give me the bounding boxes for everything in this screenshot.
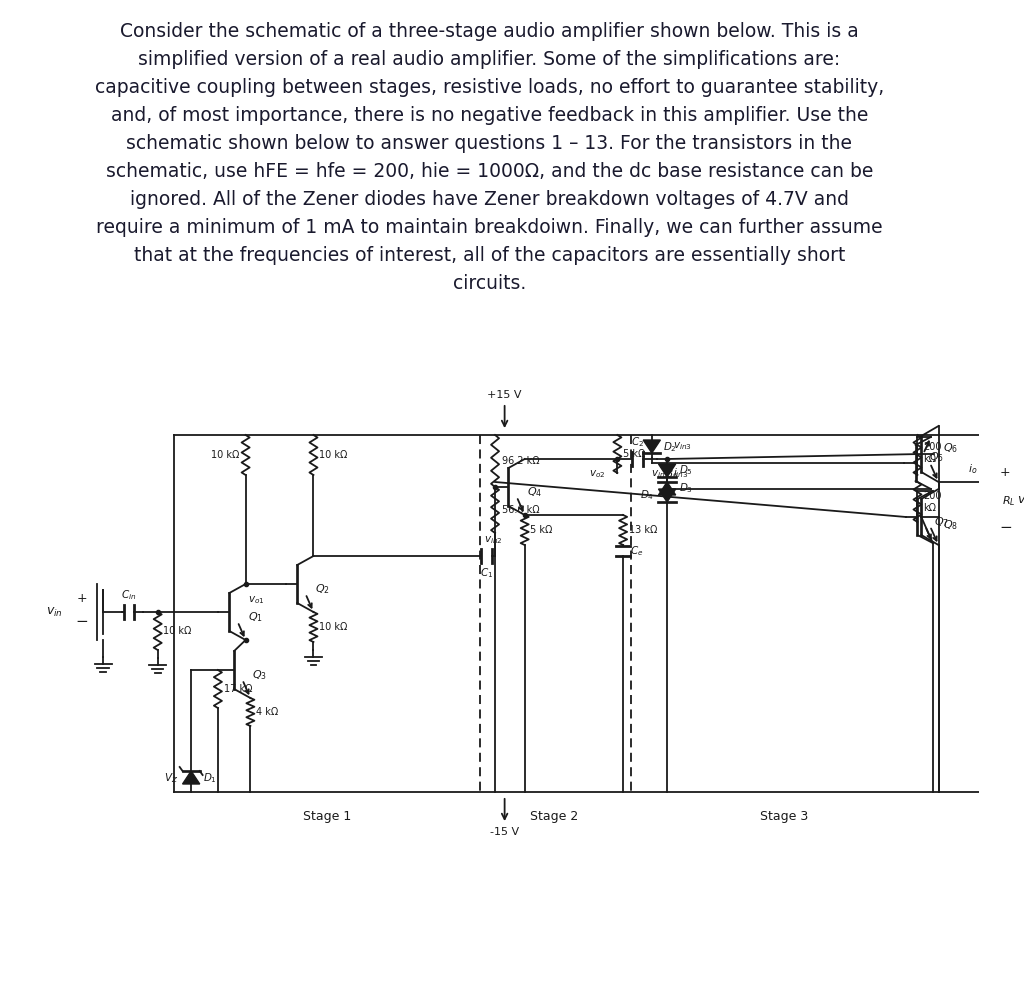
Polygon shape	[658, 489, 676, 502]
Text: $B_6$: $B_6$	[666, 467, 679, 481]
Text: 13 kΩ: 13 kΩ	[629, 525, 657, 535]
Polygon shape	[658, 464, 676, 477]
Text: 10 kΩ: 10 kΩ	[319, 622, 347, 632]
Polygon shape	[643, 440, 660, 453]
Text: 96.2 kΩ: 96.2 kΩ	[502, 456, 540, 466]
Text: 10 kΩ: 10 kΩ	[211, 450, 239, 460]
Text: +15 V: +15 V	[487, 390, 522, 400]
Text: Stage 2: Stage 2	[530, 810, 579, 823]
Text: 10 kΩ: 10 kΩ	[164, 626, 191, 636]
Text: Stage 1: Stage 1	[303, 810, 351, 823]
Text: $C_2$: $C_2$	[631, 435, 644, 449]
Text: $D_3$: $D_3$	[679, 482, 692, 495]
Text: $v_{in3}$: $v_{in3}$	[651, 468, 670, 480]
Text: $Q_3$: $Q_3$	[252, 668, 267, 682]
Text: $D_4$: $D_4$	[640, 489, 653, 502]
Text: $D_2$: $D_2$	[664, 440, 677, 454]
Text: 5 kΩ: 5 kΩ	[530, 525, 553, 535]
Text: +: +	[1000, 466, 1011, 479]
Text: $Q_2$: $Q_2$	[315, 582, 331, 596]
Text: $v_{o2}$: $v_{o2}$	[590, 468, 606, 480]
Text: 200
kΩ: 200 kΩ	[924, 442, 942, 464]
Text: $C_1$: $C_1$	[480, 566, 494, 580]
Text: $R_L$: $R_L$	[1001, 494, 1015, 508]
Text: $Q_4$: $Q_4$	[526, 485, 542, 499]
Text: 200
kΩ: 200 kΩ	[924, 491, 942, 513]
Text: $i_{in3}$: $i_{in3}$	[673, 466, 688, 480]
Text: $v_{in3}$: $v_{in3}$	[673, 440, 691, 452]
Text: 10 kΩ: 10 kΩ	[319, 450, 347, 460]
Text: 17 kΩ: 17 kΩ	[223, 684, 252, 694]
Text: $D_5$: $D_5$	[679, 464, 692, 477]
Polygon shape	[182, 771, 200, 784]
Text: $v_o$: $v_o$	[1017, 494, 1024, 508]
Text: −: −	[999, 519, 1012, 534]
Text: 4 kΩ: 4 kΩ	[256, 707, 279, 717]
Text: $i_o$: $i_o$	[968, 462, 978, 476]
Text: $Q_8$: $Q_8$	[943, 518, 958, 532]
Text: Stage 3: Stage 3	[760, 810, 808, 823]
Text: $V_Z$: $V_Z$	[164, 771, 178, 785]
Text: $Q_7$: $Q_7$	[934, 515, 949, 529]
Polygon shape	[658, 482, 676, 495]
Text: 5 kΩ: 5 kΩ	[624, 449, 645, 459]
Text: +: +	[77, 592, 87, 605]
Text: −: −	[76, 614, 88, 630]
Text: $Q_6$: $Q_6$	[943, 441, 958, 455]
Text: $v_{in}$: $v_{in}$	[46, 605, 63, 619]
Text: -15 V: -15 V	[490, 827, 519, 837]
Text: $Q_5$: $Q_5$	[929, 450, 944, 464]
Text: Consider the schematic of a three-stage audio amplifier shown below. This is a
s: Consider the schematic of a three-stage …	[94, 22, 884, 293]
Text: $D_1$: $D_1$	[203, 771, 217, 785]
Text: $C_e$: $C_e$	[630, 544, 643, 558]
Text: $C_{in}$: $C_{in}$	[121, 588, 137, 602]
Text: $Q_1$: $Q_1$	[248, 610, 262, 624]
Text: $v_{o1}$: $v_{o1}$	[248, 594, 264, 606]
Text: 56.6 kΩ: 56.6 kΩ	[502, 505, 540, 515]
Text: $v_{in2}$: $v_{in2}$	[483, 534, 502, 546]
